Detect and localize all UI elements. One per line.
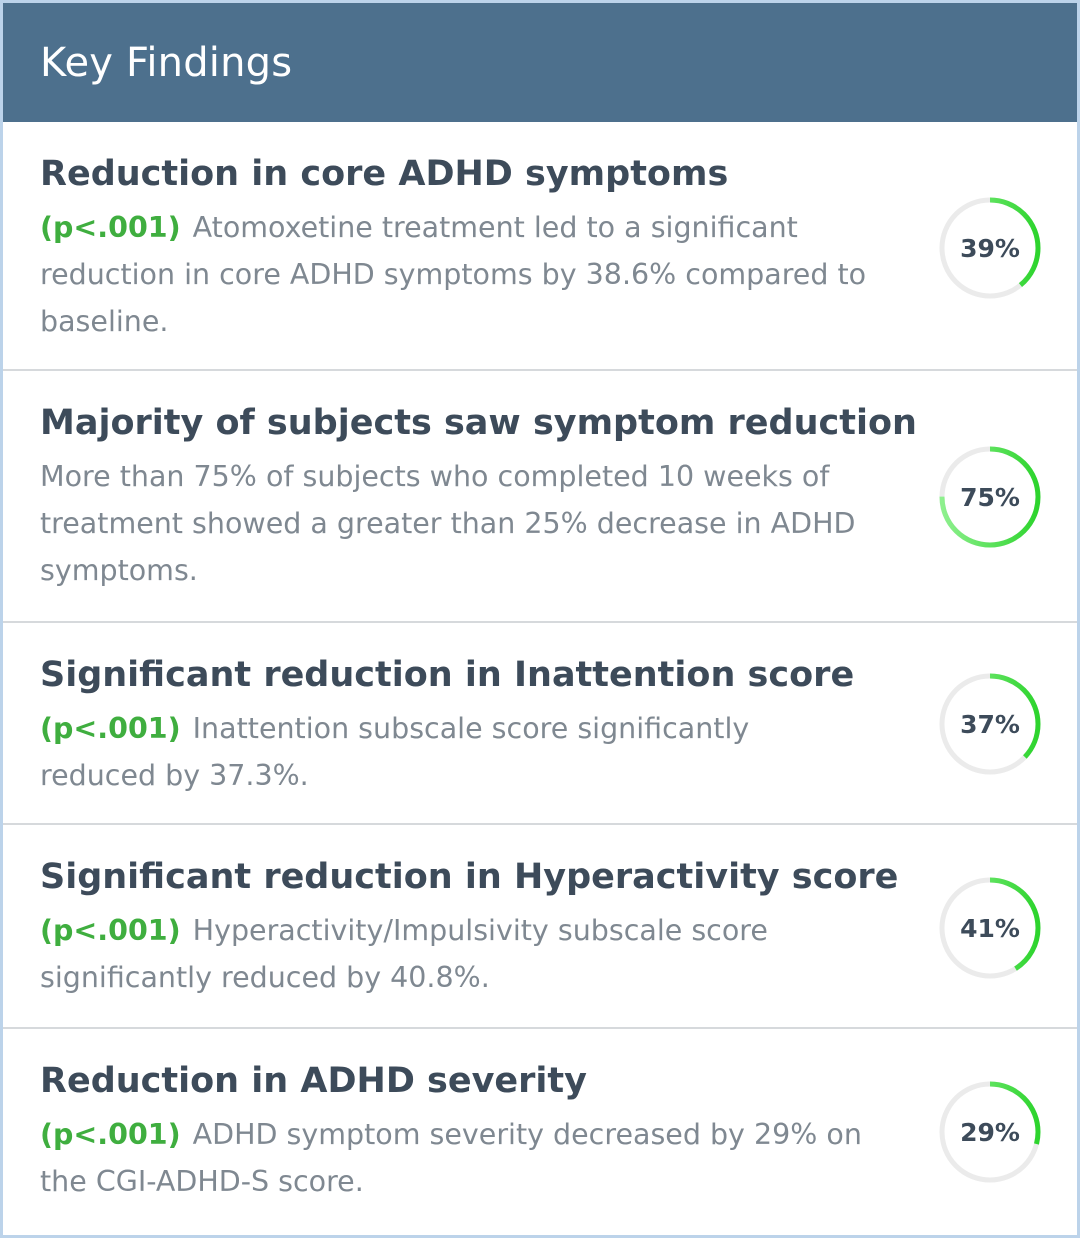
progress-ring-fill — [939, 446, 1041, 548]
progress-ring-graphic — [939, 877, 1041, 979]
finding-item: Significant reduction in Inattention sco… — [3, 623, 1077, 825]
progress-ring-fill — [939, 1081, 1041, 1183]
finding-text: ADHD symptom severity decreased by 29% o… — [40, 1118, 862, 1198]
progress-ring: 75% — [937, 444, 1043, 550]
progress-ring-fill — [939, 877, 1041, 979]
card-title: Key Findings — [40, 39, 293, 86]
finding-description: (p<.001) ADHD symptom severity decreased … — [40, 1111, 867, 1205]
finding-title: Significant reduction in Inattention sco… — [40, 655, 855, 695]
finding-description: More than 75% of subjects who completed … — [40, 453, 867, 594]
finding-item: Significant reduction in Hyperactivity s… — [3, 825, 1077, 1029]
percent-label: 75% — [960, 482, 1020, 512]
p-value: (p<.001) — [40, 211, 181, 244]
p-value: (p<.001) — [40, 712, 181, 745]
finding-description: (p<.001) Atomoxetine treatment led to a s… — [40, 204, 867, 345]
percent-label: 41% — [960, 913, 1020, 943]
percent-label: 37% — [960, 709, 1020, 739]
progress-ring-graphic — [939, 197, 1041, 299]
progress-ring-graphic — [939, 1081, 1041, 1183]
finding-text: Atomoxetine treatment led to a significa… — [40, 211, 867, 338]
finding-item: Reduction in ADHD severity (p<.001) ADHD … — [3, 1029, 1077, 1234]
progress-ring: 41% — [937, 875, 1043, 981]
progress-ring-fill — [939, 197, 1041, 299]
card-header: Key Findings — [3, 3, 1077, 122]
progress-ring-graphic — [939, 673, 1041, 775]
finding-item: Reduction in core ADHD symptoms (p<.001)… — [3, 122, 1077, 371]
finding-text: Hyperactivity/Impulsivity subscale score… — [40, 914, 768, 994]
finding-description: (p<.001) Hyperactivity/Impulsivity subsca… — [40, 907, 867, 1001]
progress-ring: 39% — [937, 195, 1043, 301]
progress-ring-fill — [939, 673, 1041, 775]
finding-title: Reduction in ADHD severity — [40, 1061, 587, 1101]
progress-ring: 37% — [937, 671, 1043, 777]
finding-item: Majority of subjects saw symptom reducti… — [3, 371, 1077, 623]
progress-ring: 29% — [937, 1079, 1043, 1185]
finding-title: Reduction in core ADHD symptoms — [40, 154, 729, 194]
percent-label: 29% — [960, 1117, 1020, 1147]
p-value: (p<.001) — [40, 914, 181, 947]
finding-text: Inattention subscale score significantly… — [40, 712, 750, 792]
p-value: (p<.001) — [40, 1118, 181, 1151]
finding-title: Majority of subjects saw symptom reducti… — [40, 403, 917, 443]
finding-text: More than 75% of subjects who completed … — [40, 460, 856, 587]
progress-ring-graphic — [939, 446, 1041, 548]
finding-title: Significant reduction in Hyperactivity s… — [40, 857, 899, 897]
percent-label: 39% — [960, 233, 1020, 263]
finding-description: (p<.001) Inattention subscale score signi… — [40, 705, 867, 799]
